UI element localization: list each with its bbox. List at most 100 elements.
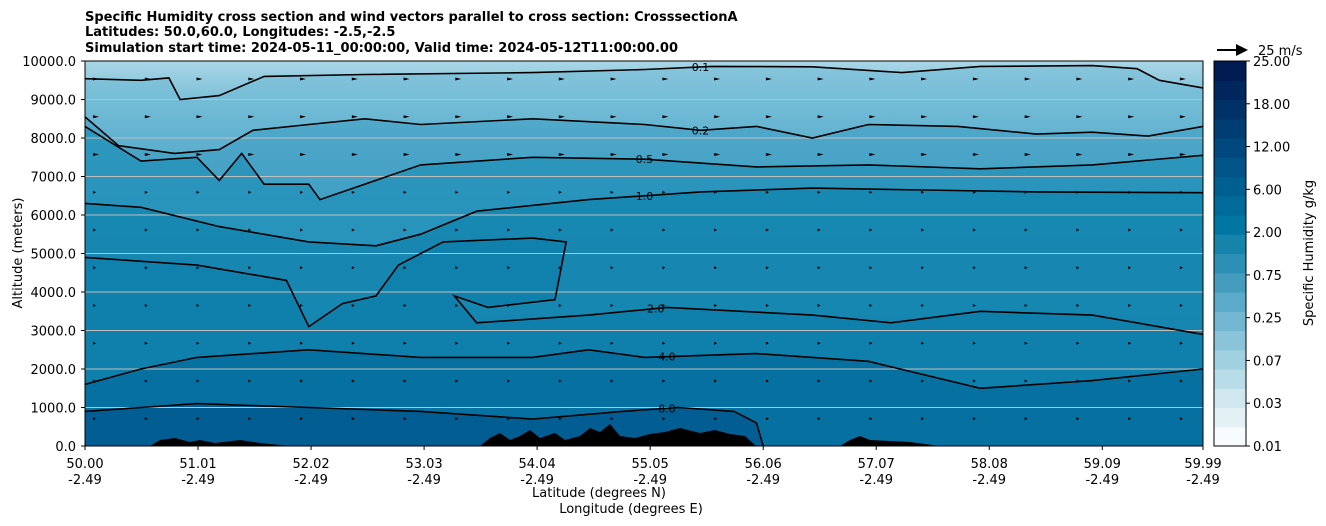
wind-vector	[714, 341, 718, 345]
wind-vector	[610, 266, 614, 270]
wind-vector	[765, 77, 772, 81]
wind-vector	[972, 341, 976, 345]
wind-vector	[93, 266, 96, 270]
wind-vector	[817, 304, 821, 307]
chart-title-line-3: Simulation start time: 2024-05-11_00:00:…	[85, 41, 678, 56]
wind-vector	[610, 417, 614, 421]
wind-vector	[714, 153, 721, 156]
wind-vector	[1128, 77, 1135, 81]
wind-vector	[765, 115, 772, 119]
contour-label-0.5: 0.5	[636, 153, 654, 166]
quiver-key: 25 m/s	[1217, 44, 1303, 59]
wind-vector	[248, 341, 252, 345]
wind-vector	[144, 153, 151, 156]
chart-title-line-1: Specific Humidity cross section and wind…	[85, 10, 738, 25]
wind-vector	[765, 304, 769, 307]
colorbar-frame	[1213, 60, 1247, 447]
wind-vector	[248, 379, 252, 383]
contour-line-0.1	[85, 64, 1203, 101]
wind-vector	[1024, 266, 1028, 270]
colorbar-tick-label: 25.00	[1253, 55, 1290, 70]
wind-vector	[869, 190, 873, 194]
wind-vector	[972, 417, 976, 421]
wind-vector	[93, 304, 96, 307]
x-tick-label-lat: 55.05	[632, 457, 669, 472]
wind-vector	[662, 266, 666, 270]
x-tick-label-lat: 57.07	[858, 457, 895, 472]
wind-vector	[714, 379, 718, 383]
wind-vector	[765, 341, 769, 345]
y-tick-label: 5000.0	[31, 248, 77, 263]
wind-vector	[1128, 153, 1135, 156]
wind-vector	[300, 228, 303, 232]
wind-vector	[921, 341, 925, 345]
x-tick-label-lon: -2.49	[746, 473, 780, 488]
wind-vector	[507, 228, 511, 232]
wind-vector	[972, 77, 979, 81]
wind-vector	[144, 341, 148, 345]
wind-vector	[765, 379, 769, 383]
x-tick-label-lat: 58.08	[971, 457, 1008, 472]
wind-vector	[558, 266, 562, 270]
wind-vector	[817, 190, 821, 194]
wind-vector	[455, 341, 459, 345]
wind-vector	[300, 341, 303, 345]
wind-vector	[455, 190, 459, 194]
wind-vector	[300, 153, 306, 156]
wind-vector	[1179, 379, 1183, 383]
wind-vector	[300, 379, 303, 383]
wind-vector	[662, 190, 666, 194]
x-tick-label-lon: -2.49	[633, 473, 667, 488]
wind-vector	[144, 266, 148, 270]
colorbar-segment	[1214, 407, 1246, 428]
y-axis: 0.0 1000.0 2000.0 3000.0 4000.0 5000.0 6000.0 7…	[22, 55, 85, 455]
colorbar-segment	[1214, 272, 1246, 293]
colorbar-tick-label: 0.75	[1253, 269, 1282, 284]
wind-vector	[403, 190, 407, 194]
wind-vector	[610, 228, 614, 232]
wind-vector	[558, 153, 565, 156]
wind-vector	[662, 115, 669, 119]
colorbar-segment	[1214, 80, 1246, 101]
x-tick-label-lon: -2.49	[859, 473, 893, 488]
wind-vector	[196, 379, 200, 383]
wind-vector	[93, 228, 96, 232]
wind-vector	[662, 228, 666, 232]
contour-label-0.2: 0.2	[692, 124, 710, 137]
wind-vector	[507, 190, 511, 194]
wind-vector	[610, 190, 614, 194]
wind-vector	[455, 417, 459, 421]
wind-vector	[662, 417, 666, 421]
wind-vector	[765, 153, 772, 156]
contour-label-0.1: 0.1	[692, 61, 710, 74]
x-tick-label-lat: 50.00	[66, 457, 103, 472]
colorbar-tick-label: 0.25	[1253, 312, 1282, 327]
wind-vector	[300, 304, 303, 307]
wind-vector	[714, 266, 718, 270]
wind-vector	[869, 417, 873, 421]
colorbar-segment	[1214, 253, 1246, 274]
wind-vector	[1024, 115, 1031, 119]
wind-vector	[351, 379, 355, 383]
wind-vector	[93, 190, 96, 194]
wind-vector	[1128, 341, 1132, 345]
wind-vector	[1179, 304, 1183, 307]
wind-vector	[972, 266, 976, 270]
colorbar-segment	[1214, 118, 1246, 139]
wind-vector	[817, 341, 821, 345]
wind-vector	[817, 153, 824, 156]
wind-vector	[817, 379, 821, 383]
wind-vector	[817, 266, 821, 270]
wind-vector	[300, 115, 306, 119]
wind-vector	[765, 266, 769, 270]
wind-vector	[248, 153, 255, 156]
wind-vector	[507, 77, 514, 81]
wind-vector	[93, 417, 96, 421]
wind-vector	[1024, 417, 1028, 421]
colorbar-segment	[1214, 138, 1246, 158]
contour-line-1.0	[85, 187, 1203, 247]
wind-vector	[972, 304, 976, 307]
wind-vector	[196, 190, 200, 194]
colorbar-tick-label: 0.03	[1253, 397, 1282, 412]
contour-label-8.0: 8.0	[658, 402, 676, 415]
